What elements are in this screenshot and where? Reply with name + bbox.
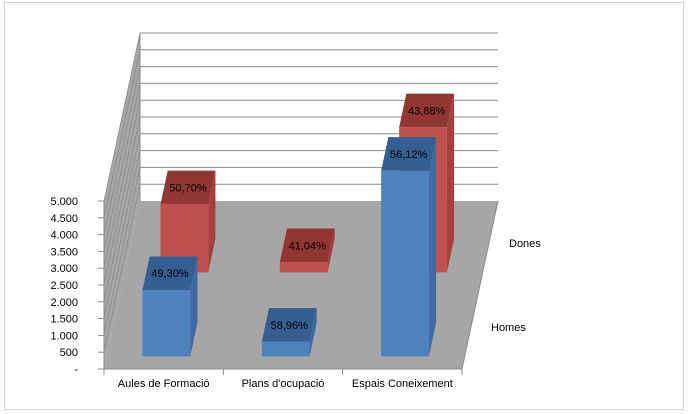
x-category-label: Aules de Formació <box>118 378 210 390</box>
bar-side-face <box>208 170 216 273</box>
bar-data-label: 50,70% <box>169 182 207 194</box>
bar-data-label: 49,30% <box>151 268 189 280</box>
gridline-side <box>103 167 141 336</box>
series-depth-label: Dones <box>509 238 541 250</box>
gridline-side <box>103 100 141 269</box>
chart-bars: 50,70% 41,04% 43,88% 49,30% 58,96% 56,12% <box>142 93 455 357</box>
bar-data-label: 43,88% <box>408 105 446 117</box>
y-tick-label: 2.000 <box>50 297 78 309</box>
bar-top-face <box>381 137 437 171</box>
gridline-side <box>103 116 141 286</box>
bar-top-face <box>160 170 216 205</box>
bar-top-face <box>399 93 455 128</box>
bar-side-face <box>190 256 198 357</box>
bar-side-face <box>309 308 317 357</box>
y-tick-label: - <box>74 364 78 376</box>
bar-front-face <box>261 341 310 357</box>
bar-front-face <box>142 290 191 357</box>
y-tick-label: 4.000 <box>50 230 78 242</box>
gridline-side <box>103 184 141 353</box>
gridline-side <box>103 32 141 202</box>
bar-front-face <box>279 262 328 273</box>
series-depth-label: Homes <box>491 322 526 334</box>
bar-data-label: 58,96% <box>271 320 309 332</box>
y-tick-label: 3.500 <box>50 246 78 258</box>
depth-axis-line <box>461 200 499 370</box>
y-tick-label: 1.000 <box>50 330 78 342</box>
bar-front-face <box>381 170 429 357</box>
bar-data-label: 41,04% <box>289 240 327 252</box>
x-category-label: Espais Coneixement <box>352 378 453 390</box>
bar-side-face <box>327 228 335 273</box>
bar-front-face <box>160 204 209 273</box>
bar-data-label: 56,12% <box>390 149 428 161</box>
bar-top-face <box>261 308 317 342</box>
y-tick-label: 1.500 <box>50 314 78 326</box>
x-category-label: Plans d'ocupació <box>242 378 325 390</box>
y-tick-label: 2.500 <box>50 280 78 292</box>
y-tick-label: 5.000 <box>50 196 78 208</box>
chart-axis-labels: - 500 1.000 1.500 2.000 2.500 3.000 3.500 4.000 4… <box>50 196 541 390</box>
bar-top-face <box>142 256 198 291</box>
gridline-side <box>103 49 141 218</box>
y-tick-label: 3.000 <box>50 263 78 275</box>
bar-side-face <box>446 93 455 273</box>
y-tick-label: 500 <box>60 347 78 359</box>
bar-side-face <box>428 137 437 357</box>
gridline-side <box>103 150 141 319</box>
bar-top-face <box>279 228 335 263</box>
gridline-side <box>103 83 141 252</box>
y-tick-label: 4.500 <box>50 213 78 225</box>
gridline-side <box>103 133 141 302</box>
gridline-side <box>103 66 141 235</box>
